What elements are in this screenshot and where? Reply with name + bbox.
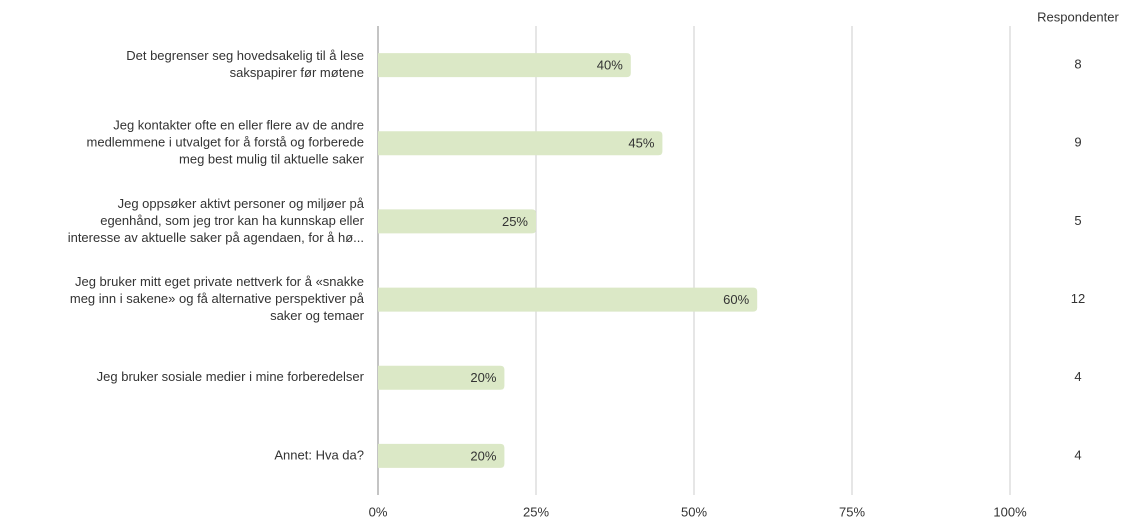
bar bbox=[378, 443, 505, 468]
value-label: 60% bbox=[723, 292, 749, 307]
y-tick-label: sakspapirer før møtene bbox=[230, 65, 364, 80]
x-tick-label: 50% bbox=[681, 504, 707, 519]
y-tick-label: Annet: Hva da? bbox=[274, 447, 364, 462]
y-tick-label: egenhånd, som jeg tror kan ha kunnskap e… bbox=[100, 213, 364, 228]
value-label: 25% bbox=[502, 214, 528, 229]
respondent-count: 4 bbox=[1074, 447, 1081, 462]
y-tick-label: Det begrenser seg hovedsakelig til å les… bbox=[126, 48, 364, 63]
value-label: 45% bbox=[628, 136, 654, 151]
respondent-count: 8 bbox=[1074, 57, 1081, 72]
respondent-count: 12 bbox=[1071, 291, 1085, 306]
x-tick-label: 100% bbox=[993, 504, 1027, 519]
respondent-count: 9 bbox=[1074, 135, 1081, 150]
respondent-count: 5 bbox=[1074, 213, 1081, 228]
y-tick-label: Jeg bruker mitt eget private nettverk fo… bbox=[75, 274, 364, 289]
bar bbox=[378, 53, 631, 78]
value-label: 20% bbox=[470, 448, 496, 463]
bar bbox=[378, 365, 505, 390]
y-tick-label: saker og temaer bbox=[270, 308, 365, 323]
y-tick-label: meg inn i sakene» og få alternative pers… bbox=[70, 291, 365, 306]
respondent-count: 4 bbox=[1074, 369, 1081, 384]
y-tick-label: Jeg oppsøker aktivt personer og miljøer … bbox=[118, 196, 365, 211]
x-tick-label: 25% bbox=[523, 504, 549, 519]
y-tick-label: Jeg bruker sosiale medier i mine forbere… bbox=[97, 369, 365, 384]
value-label: 40% bbox=[597, 58, 623, 73]
bar bbox=[378, 287, 758, 312]
value-label: 20% bbox=[470, 370, 496, 385]
y-tick-label: medlemmene i utvalget for å forstå og fo… bbox=[87, 135, 364, 150]
y-tick-label: meg best mulig til aktuelle saker bbox=[179, 152, 365, 167]
y-tick-label: Jeg kontakter ofte en eller flere av de … bbox=[113, 118, 364, 133]
bar bbox=[378, 209, 536, 234]
y-tick-label: interesse av aktuelle saker på agendaen,… bbox=[68, 230, 364, 245]
x-tick-label: 75% bbox=[839, 504, 865, 519]
bar bbox=[378, 131, 663, 156]
x-tick-label: 0% bbox=[369, 504, 388, 519]
respondents-title: Respondenter bbox=[1037, 9, 1119, 24]
